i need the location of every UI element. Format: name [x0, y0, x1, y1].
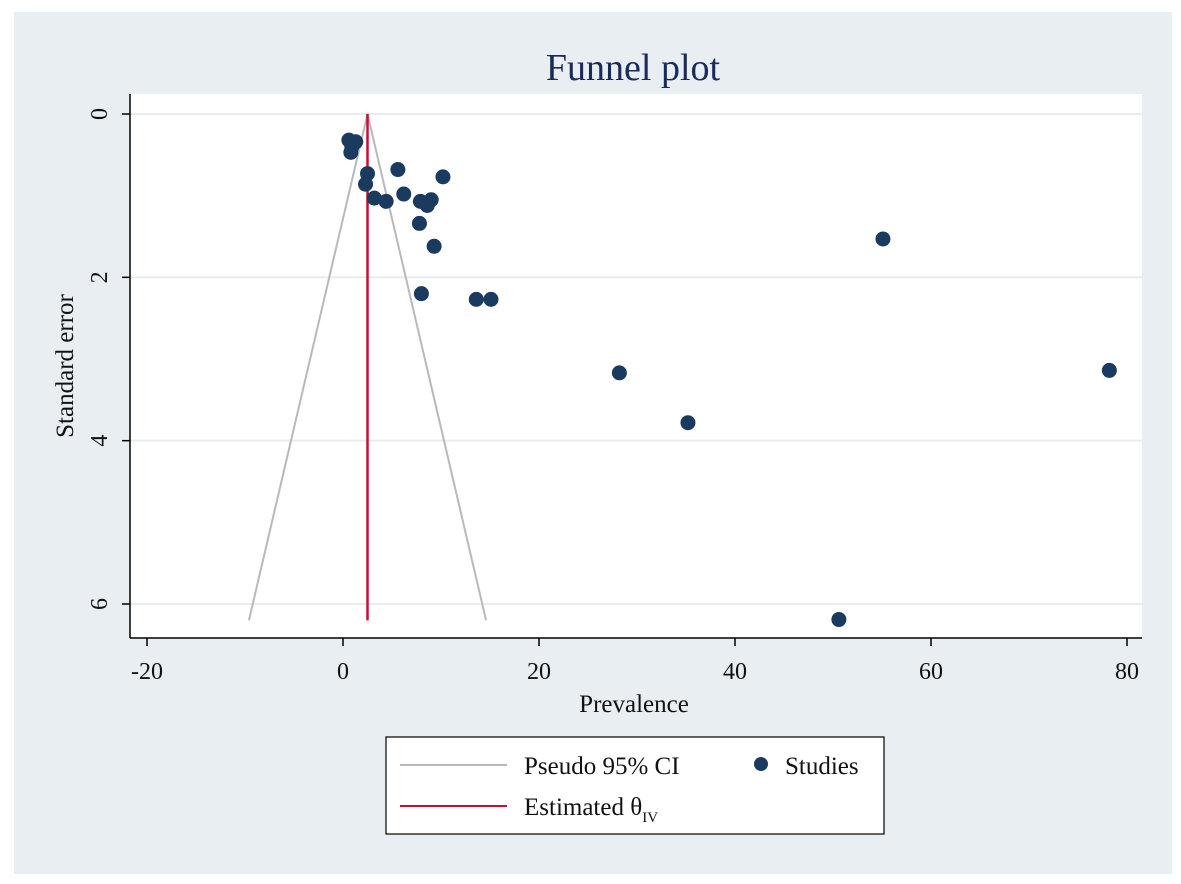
study-point: [413, 286, 429, 302]
legend-estimate-subscript: IV: [642, 810, 658, 826]
study-point: [680, 415, 696, 431]
study-point: [831, 612, 847, 628]
study-point: [378, 193, 394, 209]
study-point: [411, 215, 427, 231]
study-point: [426, 238, 442, 254]
legend: Pseudo 95% CI Studies Estimated θIV: [385, 736, 885, 835]
y-tick-label: 6: [87, 598, 113, 610]
study-point: [483, 291, 499, 307]
legend-estimate-label: Estimated θIV: [524, 794, 658, 826]
legend-ci-label: Pseudo 95% CI: [524, 753, 680, 780]
study-point: [343, 144, 359, 160]
x-tick-label: 20: [527, 659, 551, 685]
x-axis-label: Prevalence: [579, 691, 689, 718]
study-points: [341, 132, 1117, 628]
legend-studies-label: Studies: [785, 753, 859, 780]
study-point: [396, 186, 412, 202]
study-point: [611, 365, 627, 381]
chart-title: Funnel plot: [546, 47, 721, 89]
x-tick-label: 60: [919, 659, 943, 685]
study-point: [358, 176, 374, 192]
study-point: [423, 192, 439, 208]
x-axis-ticks: -20 0 20 40 60 80: [131, 638, 1139, 685]
plot-area: [130, 94, 1142, 638]
x-tick-label: 0: [337, 659, 349, 685]
y-tick-label: 0: [87, 108, 113, 120]
study-point: [366, 190, 382, 206]
ci-left-line: [247, 113, 369, 621]
study-point: [468, 291, 484, 307]
study-point: [435, 169, 451, 185]
legend-estimate-text: Estimated θ: [524, 794, 642, 821]
study-point: [1101, 362, 1117, 378]
study-point: [875, 231, 891, 247]
x-tick-label: 40: [723, 659, 747, 685]
study-point: [390, 162, 406, 178]
y-tick-label: 2: [87, 271, 113, 283]
y-axis-ticks: 0 2 4 6: [87, 108, 130, 610]
gridlines: [130, 113, 1142, 605]
y-tick-label: 4: [87, 435, 113, 447]
legend-studies-marker: [754, 757, 768, 771]
legend-box: [385, 736, 885, 835]
x-tick-label: -20: [131, 659, 163, 685]
x-tick-label: 80: [1115, 659, 1139, 685]
y-axis-label: Standard error: [52, 293, 79, 437]
